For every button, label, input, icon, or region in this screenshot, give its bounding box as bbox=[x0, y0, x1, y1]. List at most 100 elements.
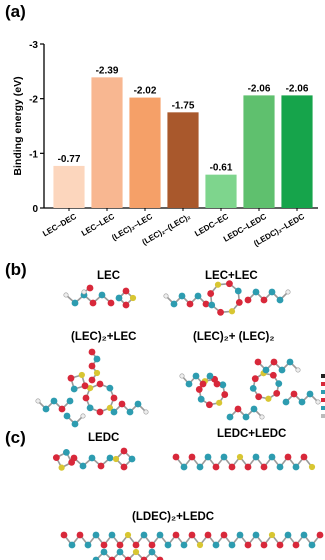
atom bbox=[115, 294, 123, 302]
atom bbox=[204, 453, 212, 461]
atom bbox=[76, 531, 84, 539]
atom bbox=[208, 301, 216, 309]
atom bbox=[63, 292, 69, 298]
atom bbox=[298, 398, 306, 406]
legend-swatch bbox=[321, 398, 325, 402]
atom bbox=[143, 409, 149, 415]
atom bbox=[86, 404, 94, 412]
atom bbox=[308, 541, 316, 549]
atom bbox=[124, 531, 132, 539]
atom bbox=[179, 373, 185, 379]
atom bbox=[212, 541, 220, 549]
atom bbox=[226, 280, 233, 288]
bar bbox=[243, 95, 275, 208]
bar-value-label: -0.77 bbox=[58, 154, 81, 165]
atom bbox=[81, 382, 89, 390]
atom bbox=[134, 400, 142, 408]
atom bbox=[81, 289, 87, 295]
atom bbox=[282, 398, 290, 406]
atom bbox=[300, 531, 308, 539]
ledc-structure bbox=[52, 447, 136, 471]
atom bbox=[170, 300, 178, 308]
atom bbox=[92, 556, 100, 560]
atom bbox=[268, 531, 276, 539]
atom bbox=[63, 412, 71, 420]
atom bbox=[86, 284, 94, 292]
atom bbox=[228, 541, 236, 549]
lec2-lec2-structure bbox=[179, 358, 321, 421]
ledc-ledc-structure bbox=[172, 453, 316, 471]
legend-swatch bbox=[321, 406, 325, 410]
atom bbox=[97, 462, 105, 470]
atom bbox=[79, 462, 87, 470]
atom bbox=[196, 541, 204, 549]
atom bbox=[122, 301, 130, 309]
atom bbox=[212, 463, 220, 471]
atom bbox=[213, 380, 221, 388]
atom bbox=[58, 405, 66, 413]
lec2-lec-structure bbox=[35, 348, 149, 428]
y-axis-label: Binding energy (eV) bbox=[12, 76, 24, 175]
atom bbox=[112, 455, 120, 463]
atom bbox=[80, 413, 86, 419]
atom bbox=[70, 454, 78, 462]
atom bbox=[251, 375, 259, 383]
atom bbox=[78, 371, 85, 379]
atom bbox=[316, 531, 324, 539]
atom bbox=[108, 556, 116, 560]
atom bbox=[68, 541, 76, 549]
atom bbox=[185, 380, 193, 388]
atom bbox=[88, 376, 96, 384]
atom bbox=[172, 531, 180, 539]
atom bbox=[252, 453, 260, 461]
structure-title-lec-lec: LEC+LEC bbox=[205, 270, 258, 282]
panel-label-a: (a) bbox=[5, 2, 26, 21]
atom bbox=[42, 405, 50, 413]
atom bbox=[262, 366, 270, 374]
atom bbox=[92, 531, 100, 539]
atom bbox=[180, 541, 188, 549]
atom bbox=[148, 541, 156, 549]
y-tick-label: -3 bbox=[29, 40, 38, 51]
atom bbox=[265, 395, 272, 402]
atom bbox=[120, 463, 128, 471]
atom bbox=[259, 414, 265, 420]
atom bbox=[110, 408, 118, 416]
atom bbox=[284, 531, 292, 539]
atom bbox=[186, 300, 194, 308]
bar bbox=[281, 95, 313, 208]
structure-title-ledc: LEDC bbox=[88, 432, 120, 444]
lec-lec-structure bbox=[163, 280, 291, 316]
atom bbox=[236, 453, 244, 461]
atom bbox=[275, 380, 283, 388]
y-tick-label: -1 bbox=[29, 149, 38, 160]
atom bbox=[260, 463, 268, 471]
bar bbox=[167, 112, 199, 208]
bar-value-label: -0.61 bbox=[210, 163, 233, 174]
atom bbox=[276, 541, 284, 549]
atom bbox=[126, 408, 134, 416]
atom bbox=[178, 292, 186, 300]
atom bbox=[107, 299, 115, 307]
atom bbox=[202, 300, 210, 308]
atom bbox=[120, 447, 128, 455]
atom bbox=[122, 287, 130, 295]
atom bbox=[278, 366, 286, 374]
atom bbox=[252, 531, 260, 539]
atom bbox=[87, 385, 94, 392]
atom bbox=[286, 358, 294, 366]
bar-value-label: -2.06 bbox=[286, 83, 309, 94]
atom bbox=[96, 408, 104, 416]
atom bbox=[295, 367, 301, 373]
atom bbox=[106, 454, 114, 462]
bar bbox=[129, 97, 161, 208]
structure-title-ldec2-ledc: (LDEC)₂+LEDC bbox=[132, 511, 215, 523]
y-tick-label: 0 bbox=[32, 204, 38, 215]
atom bbox=[290, 390, 298, 398]
atom bbox=[228, 463, 236, 471]
atom bbox=[71, 420, 79, 428]
atom bbox=[216, 399, 223, 406]
atom bbox=[116, 548, 124, 556]
